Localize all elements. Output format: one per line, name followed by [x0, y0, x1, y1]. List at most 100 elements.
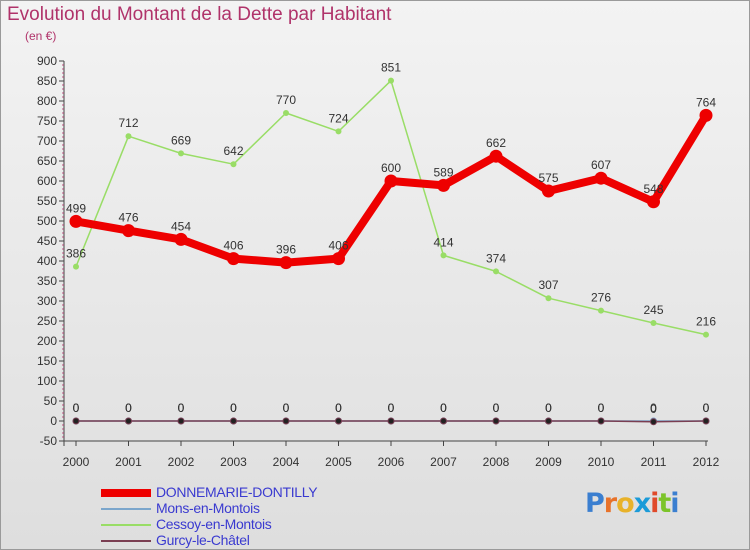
data-label: 0 [650, 401, 657, 415]
data-label: 600 [381, 161, 401, 175]
y-tick-label: -50 [40, 434, 58, 448]
data-point [387, 417, 395, 425]
data-point [650, 320, 657, 326]
data-label: 607 [591, 158, 611, 172]
x-tick-label: 2000 [63, 455, 90, 469]
data-point [699, 108, 713, 122]
logo-letter: r [603, 488, 617, 519]
proxiti-logo: Proxiti [585, 488, 680, 519]
data-label: 0 [703, 401, 710, 415]
x-tick-label: 2011 [641, 455, 667, 469]
y-tick-label: 350 [37, 274, 57, 288]
data-label: 0 [283, 401, 290, 415]
data-label: 0 [230, 401, 237, 415]
data-label: 662 [486, 136, 506, 150]
x-tick-label: 2002 [168, 455, 195, 469]
legend-item: DONNEMARIE-DONTILLY [101, 484, 401, 501]
legend-swatch [101, 540, 151, 542]
data-label: 386 [66, 247, 86, 261]
data-point [178, 150, 184, 157]
legend-swatch [101, 524, 151, 526]
data-label: 770 [276, 93, 296, 107]
y-tick-label: 450 [37, 234, 57, 248]
logo-letter: i [650, 488, 659, 519]
data-point [597, 417, 605, 425]
legend-item: Gurcy-le-Châtel [101, 532, 401, 549]
y-tick-label: 700 [37, 134, 57, 148]
data-point [650, 418, 657, 426]
legend-label: Cessoy-en-Montois [156, 516, 272, 532]
y-tick-label: 600 [37, 174, 57, 188]
data-point [545, 295, 552, 302]
y-tick-label: 900 [37, 54, 57, 68]
series-gurcy-le-ch-tel [72, 417, 710, 426]
data-label: 0 [230, 401, 237, 415]
data-point [69, 214, 83, 228]
data-point [122, 224, 135, 238]
data-label: 216 [696, 315, 716, 329]
x-tick-label: 2007 [430, 455, 457, 469]
data-point [227, 252, 240, 266]
data-label: 0 [283, 401, 290, 415]
data-point [440, 417, 447, 425]
logo-letter: t [658, 488, 671, 519]
y-tick-label: 500 [37, 214, 57, 228]
legend: DONNEMARIE-DONTILLY Mons-en-Montois Cessoy… [101, 484, 401, 549]
data-point [702, 417, 710, 425]
legend-label: DONNEMARIE-DONTILLY [156, 484, 318, 500]
data-point [335, 128, 342, 135]
series-layer [69, 77, 713, 426]
logo-letter: x [633, 488, 651, 519]
data-label: 589 [433, 165, 453, 179]
x-tick-label: 2012 [693, 455, 720, 469]
legend-label: Mons-en-Montois [156, 500, 260, 516]
data-label: 0 [493, 401, 500, 415]
data-point [125, 133, 132, 140]
logo-letter: o [616, 488, 635, 519]
chart-title: Evolution du Montant de la Dette par Hab… [7, 4, 392, 25]
legend-swatch [101, 489, 151, 497]
y-tick-label: 800 [37, 94, 57, 108]
data-label: 0 [335, 401, 342, 415]
data-label: 0 [703, 401, 710, 415]
data-label: 276 [591, 291, 611, 305]
data-point [598, 307, 604, 314]
data-label: 245 [643, 303, 663, 317]
logo-letter: i [670, 488, 679, 519]
data-point [125, 417, 132, 425]
data-point [283, 110, 289, 116]
y-tick-label: 850 [37, 74, 57, 88]
data-label: 642 [223, 144, 243, 158]
legend-label: Gurcy-le-Châtel [156, 532, 250, 548]
y-tick-label: 250 [37, 314, 57, 328]
data-label: 575 [538, 171, 558, 185]
data-label: 0 [545, 401, 552, 415]
data-point [493, 268, 499, 275]
data-point [440, 252, 447, 259]
data-label: 0 [125, 401, 132, 415]
data-point [174, 232, 188, 246]
x-tick-label: 2001 [115, 455, 142, 469]
x-tick-label: 2004 [273, 455, 300, 469]
chart-axes: -50 0 50 100 150 200 250 300 350 400 450 500 550 600 6… [37, 54, 720, 469]
series-cessoy-en-montois [73, 77, 709, 338]
data-label: 499 [66, 201, 86, 215]
data-label: 724 [328, 111, 348, 125]
data-label: 0 [650, 402, 657, 416]
data-label: 0 [388, 401, 395, 415]
data-label: 851 [381, 61, 401, 75]
data-point [703, 331, 709, 338]
data-point [72, 417, 80, 425]
data-point [230, 417, 237, 425]
chart-unit-label: (en €) [25, 29, 57, 43]
x-tick-label: 2010 [588, 455, 615, 469]
data-point [73, 263, 79, 270]
y-tick-label: 650 [37, 154, 57, 168]
legend-swatch [101, 508, 151, 510]
x-tick-label: 2008 [483, 455, 510, 469]
data-label: 0 [73, 401, 80, 415]
data-label: 406 [328, 239, 348, 253]
data-label: 476 [118, 211, 138, 225]
data-label: 396 [276, 243, 296, 257]
